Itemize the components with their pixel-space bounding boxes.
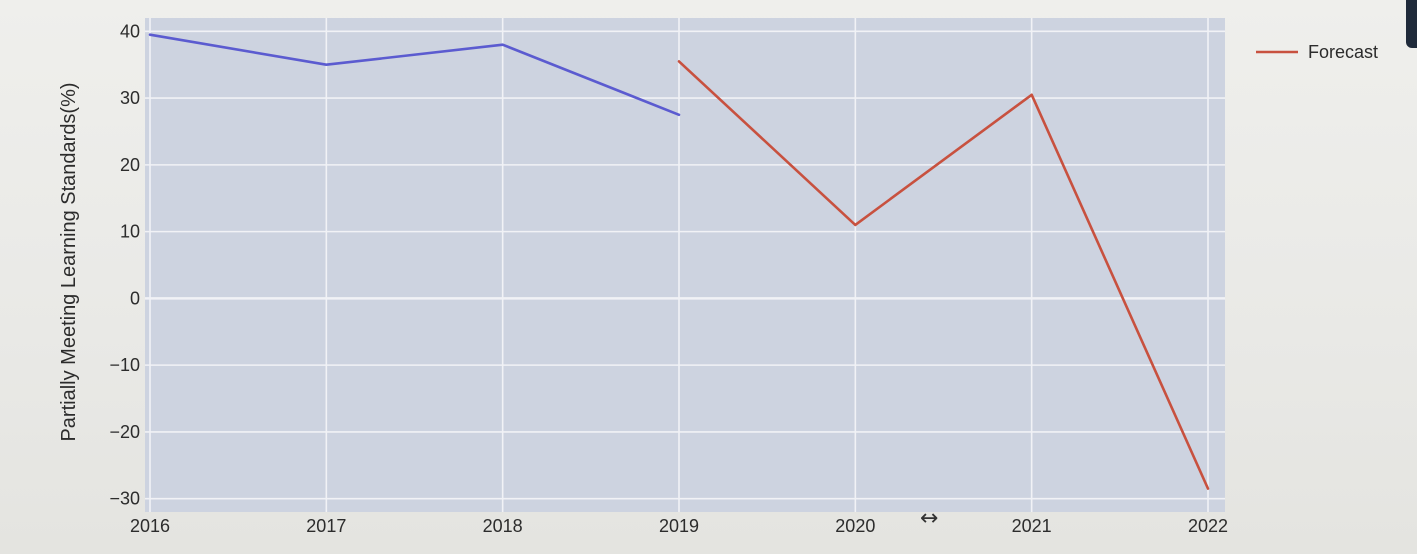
x-tick-label: 2020 [835, 516, 875, 536]
plot-area [145, 18, 1225, 512]
y-tick-label: 10 [120, 222, 140, 242]
forecast-series-line [677, 60, 1210, 490]
x-tick-label: 2019 [659, 516, 699, 536]
x-tick-label: 2022 [1188, 516, 1228, 536]
x-tick-label: 2017 [306, 516, 346, 536]
legend-label: Forecast [1308, 42, 1378, 62]
actual-series-line [148, 33, 681, 117]
x-tick-label: 2021 [1012, 516, 1052, 536]
x-tick-label: 2018 [483, 516, 523, 536]
y-tick-label: 0 [130, 288, 140, 308]
y-tick-label: 30 [120, 88, 140, 108]
legend[interactable]: Forecast [1256, 42, 1378, 62]
window-edge [1406, 0, 1417, 48]
y-tick-label: 40 [120, 21, 140, 41]
y-tick-label: −30 [109, 489, 140, 509]
y-tick-label: 20 [120, 155, 140, 175]
y-tick-label: −10 [109, 355, 140, 375]
horizontal-resize-cursor-icon: ↔ [920, 506, 939, 531]
y-tick-label: −20 [109, 422, 140, 442]
x-tick-label: 2016 [130, 516, 170, 536]
y-axis-title: Partially Meeting Learning Standards(%) [58, 82, 80, 441]
